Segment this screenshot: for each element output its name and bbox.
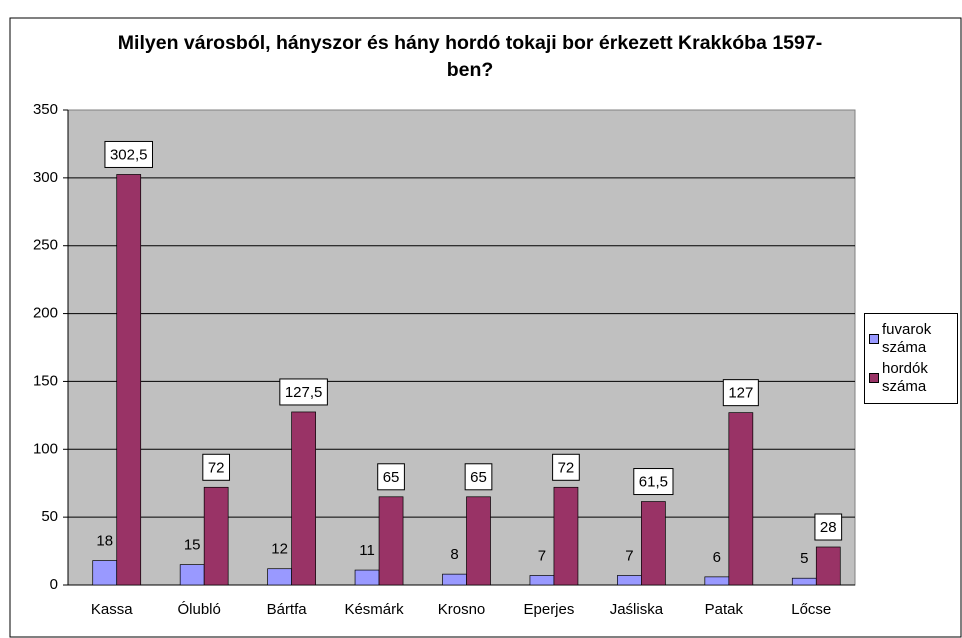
bar — [815, 546, 841, 586]
data-label: 65 — [383, 469, 400, 486]
y-tick-label: 0 — [50, 576, 58, 593]
data-label: 127,5 — [285, 384, 323, 401]
bar — [617, 575, 642, 586]
data-label-box — [202, 453, 231, 481]
bar — [442, 573, 467, 586]
legend-swatch — [869, 373, 879, 383]
plot-area — [67, 109, 856, 586]
data-label-box — [633, 468, 674, 496]
data-label: 12 — [271, 541, 288, 558]
bar — [553, 486, 579, 586]
x-tick-label: Ólubló — [177, 601, 220, 618]
x-tick-label: Krosno — [438, 601, 486, 618]
data-label: 11 — [359, 542, 375, 559]
data-label: 72 — [208, 459, 225, 476]
y-tick-label: 150 — [33, 372, 58, 389]
legend: fuvarok száma hordók száma — [864, 313, 958, 404]
legend-swatch — [869, 334, 879, 344]
legend-item: hordók száma — [869, 360, 953, 396]
data-label: 15 — [184, 537, 201, 554]
legend-item: fuvarok száma — [869, 321, 953, 357]
bar — [179, 564, 205, 586]
x-tick-label: Jaśliska — [610, 601, 664, 618]
bar — [704, 576, 730, 586]
data-label: 7 — [538, 547, 546, 564]
y-tick-label: 200 — [33, 305, 58, 322]
legend-label: hordók száma — [882, 360, 928, 395]
x-tick-label: Patak — [705, 601, 744, 618]
data-label: 6 — [713, 549, 721, 566]
data-label: 5 — [800, 550, 808, 567]
y-tick-label: 100 — [33, 440, 58, 457]
x-tick-label: Eperjes — [524, 601, 575, 618]
data-label-box — [279, 378, 328, 406]
data-label: 28 — [820, 519, 837, 536]
data-label-box — [814, 513, 843, 541]
x-tick-label: Késmárk — [344, 601, 404, 618]
bar — [529, 575, 555, 586]
x-tick-label: Bártfa — [267, 601, 308, 618]
y-tick-label: 250 — [33, 237, 58, 254]
data-label-box — [552, 453, 580, 481]
data-label: 65 — [470, 469, 487, 486]
bar — [354, 569, 380, 586]
y-tick-label: 300 — [33, 169, 58, 186]
data-label: 7 — [625, 547, 633, 564]
bar — [291, 411, 316, 586]
chart-title: Milyen városból, hányszor és hány hordó … — [117, 32, 823, 81]
bar — [92, 560, 118, 586]
data-label-box — [377, 463, 405, 491]
data-label-box — [464, 463, 493, 491]
data-label-box — [104, 140, 153, 168]
data-label: 61,5 — [639, 474, 668, 491]
data-label: 72 — [558, 459, 575, 476]
data-label-box — [722, 379, 759, 407]
bar — [466, 496, 491, 586]
bar — [116, 174, 142, 586]
bar — [203, 486, 229, 586]
bar — [267, 568, 292, 586]
legend-label: fuvarok száma — [882, 321, 932, 356]
bar — [728, 412, 754, 586]
y-tick-label: 50 — [41, 508, 58, 525]
x-tick-label: Lőcse — [791, 601, 831, 618]
bar — [641, 501, 666, 586]
data-label: 18 — [96, 533, 113, 550]
y-tick-label: 350 — [33, 101, 58, 118]
data-label: 302,5 — [110, 146, 148, 163]
data-label: 8 — [450, 546, 458, 563]
bar — [378, 496, 404, 586]
bar — [791, 577, 817, 586]
data-label: 127 — [728, 385, 753, 402]
x-tick-label: Kassa — [91, 601, 133, 618]
